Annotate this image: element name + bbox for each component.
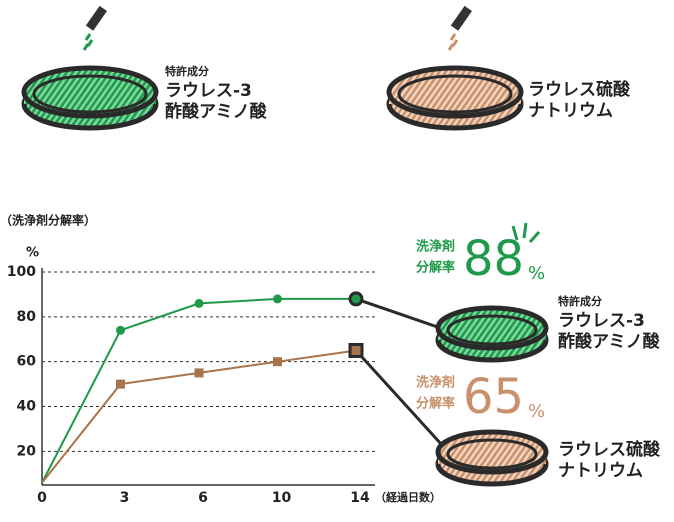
percent-value: 88 bbox=[463, 231, 524, 287]
dish bbox=[21, 65, 159, 131]
label: ラウレス-3 bbox=[558, 311, 645, 331]
y-tick-label: 20 bbox=[17, 443, 37, 459]
point bbox=[194, 298, 204, 308]
point bbox=[273, 357, 282, 367]
x-tick-label: 6 bbox=[198, 490, 208, 506]
pipette bbox=[82, 5, 107, 51]
pipette bbox=[447, 5, 472, 51]
y-axis-title: （洗浄剤分解率） bbox=[0, 213, 96, 228]
line bbox=[41, 297, 356, 484]
dish bbox=[386, 65, 524, 131]
point bbox=[273, 294, 282, 304]
dish-inner bbox=[32, 74, 148, 114]
dish-top bbox=[435, 429, 549, 475]
label: ナトリウム bbox=[528, 101, 613, 121]
point bbox=[194, 368, 204, 378]
y-tick-label: 60 bbox=[17, 354, 37, 370]
tag: 特許成分 bbox=[558, 294, 602, 308]
x-tick-label: 0 bbox=[37, 490, 47, 506]
caption: 分解率 bbox=[416, 396, 455, 412]
percent-unit: % bbox=[528, 263, 545, 284]
percent-value: 65 bbox=[463, 369, 524, 425]
point bbox=[348, 291, 364, 307]
percent-unit: % bbox=[528, 401, 545, 422]
x-tick-label: 14 bbox=[350, 490, 370, 506]
tag: 特許成分 bbox=[165, 64, 209, 78]
y-unit: % bbox=[26, 246, 39, 261]
y-tick-label: 100 bbox=[7, 264, 36, 280]
dish-inner bbox=[446, 438, 538, 470]
caption: 洗浄剤 bbox=[416, 239, 455, 255]
label: 酢酸アミノ酸 bbox=[558, 331, 661, 352]
dish bbox=[435, 305, 549, 363]
label: ラウレス-3 bbox=[165, 81, 252, 101]
caption: 分解率 bbox=[416, 260, 455, 276]
point bbox=[348, 342, 364, 358]
x-tick-label: 3 bbox=[120, 490, 130, 506]
x-axis-title: （経過日数） bbox=[375, 490, 441, 504]
dish-inner bbox=[446, 314, 538, 346]
point bbox=[116, 325, 125, 335]
dish bbox=[435, 429, 549, 487]
connector bbox=[354, 349, 454, 458]
label: ラウレス硫酸 bbox=[528, 79, 631, 100]
sparkle bbox=[511, 222, 541, 244]
dish-inner bbox=[397, 74, 513, 114]
point bbox=[116, 379, 125, 389]
y-tick-label: 40 bbox=[17, 399, 37, 415]
caption: 洗浄剤 bbox=[416, 375, 455, 391]
y-tick-label: 80 bbox=[17, 309, 37, 325]
x-tick-label: 10 bbox=[272, 490, 292, 506]
label: 酢酸アミノ酸 bbox=[165, 101, 268, 122]
label: ナトリウム bbox=[558, 461, 643, 481]
label: ラウレス硫酸 bbox=[558, 439, 661, 460]
dish-top bbox=[435, 305, 549, 351]
